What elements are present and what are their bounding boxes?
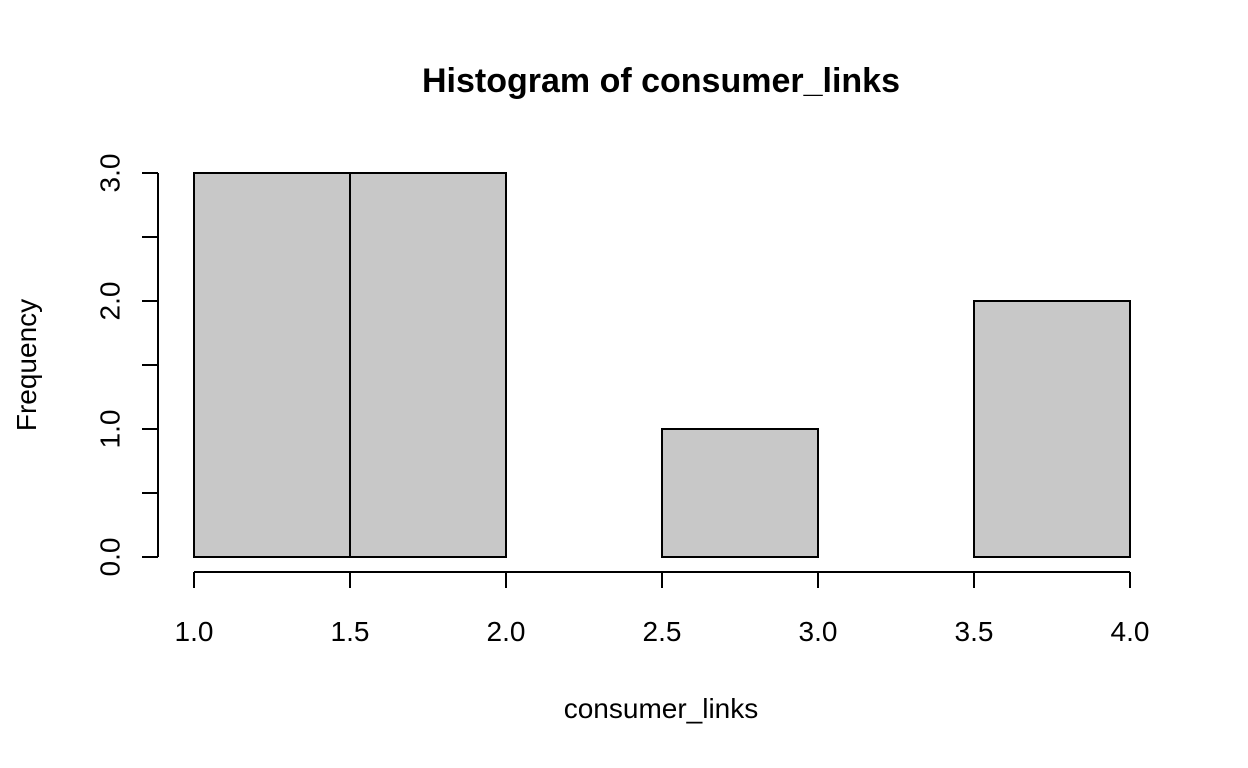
x-tick-label: 3.5: [955, 616, 994, 647]
x-axis: 1.0 1.5 2.0 2.5 3.0 3.5 4.0: [175, 571, 1150, 647]
x-tick-label: 1.0: [175, 616, 214, 647]
x-axis-title: consumer_links: [564, 693, 759, 724]
histogram-bar-0: [193, 172, 351, 558]
y-tick-label: 0.0: [95, 538, 126, 577]
y-tick-label: 1.0: [95, 410, 126, 449]
y-axis-title: Frequency: [11, 299, 42, 431]
histogram-bar-1: [349, 172, 507, 558]
histogram-bar-5: [973, 300, 1131, 558]
x-tick-label: 4.0: [1111, 616, 1150, 647]
y-axis: 0.0 1.0 2.0 3.0: [95, 154, 159, 577]
x-tick-label: 3.0: [799, 616, 838, 647]
y-tick-label: 3.0: [95, 154, 126, 193]
chart-title: Histogram of consumer_links: [422, 62, 900, 100]
x-tick-label: 2.0: [487, 616, 526, 647]
bars-layer: [193, 172, 1131, 558]
histogram-bar-3: [661, 428, 819, 558]
x-tick-label: 2.5: [643, 616, 682, 647]
x-tick-label: 1.5: [331, 616, 370, 647]
y-tick-label: 2.0: [95, 282, 126, 321]
